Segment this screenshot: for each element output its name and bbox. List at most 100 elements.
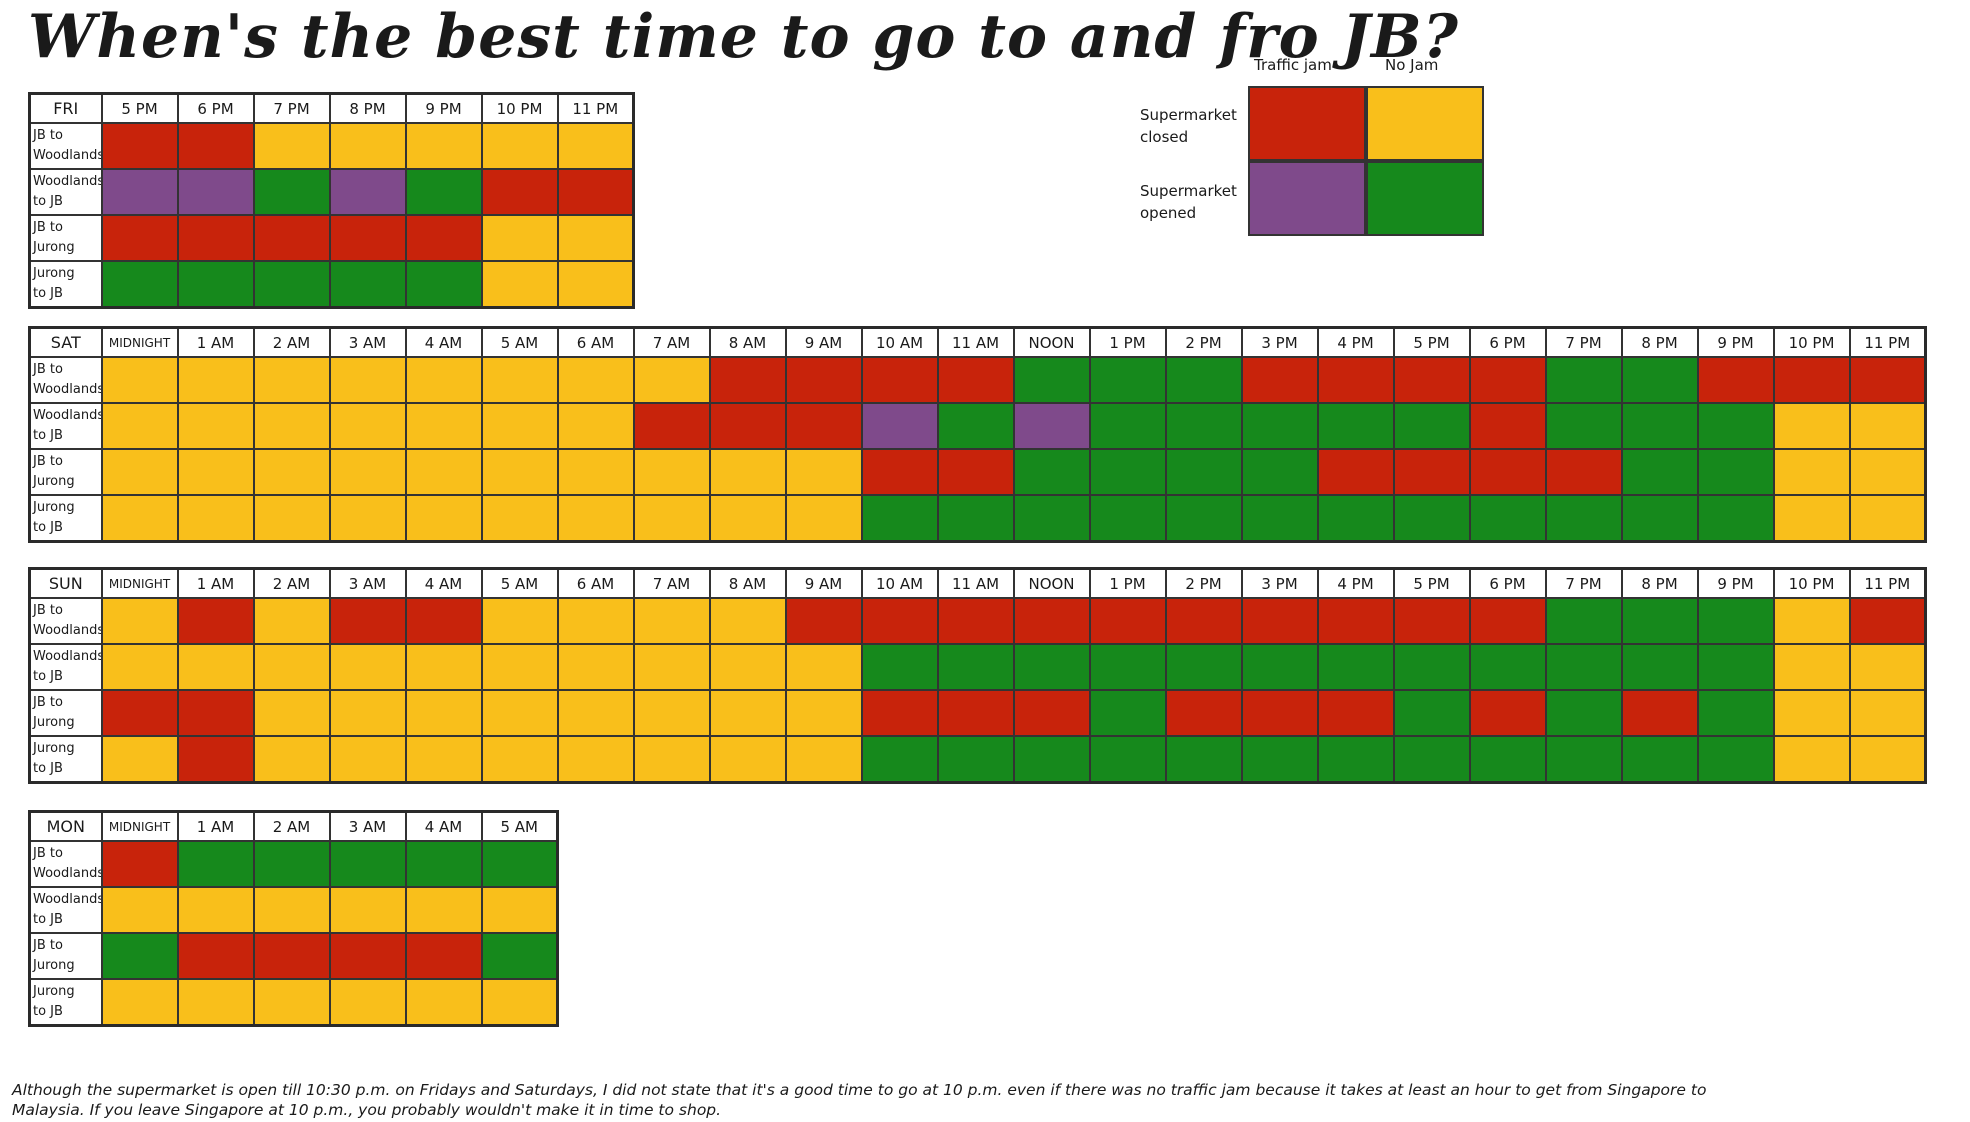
route-label: Jurong to JB — [28, 260, 103, 309]
heat-cell-sun-11-pm — [1848, 643, 1927, 691]
heat-cell-sat-3-am — [328, 494, 407, 543]
heat-cell-sat-7-am — [632, 494, 711, 543]
heat-cell-sun-9-am — [784, 735, 863, 784]
heat-cell-sun-midnight — [100, 689, 179, 737]
hour-label-11-pm: 11 PM — [1848, 567, 1927, 599]
route-label: JB to Jurong — [28, 448, 103, 496]
heat-cell-fri-10-pm — [480, 214, 559, 262]
hour-label-3-am: 3 AM — [328, 810, 407, 842]
heat-cell-mon-1-am — [176, 978, 255, 1027]
heat-cell-mon-4-am — [404, 932, 483, 980]
grid-fri: FRI 5 PM 6 PM 7 PM 8 PM 9 PM 10 PM 11 PM JB to W… — [28, 92, 635, 309]
heat-cell-sat-midnight — [100, 448, 179, 496]
hour-label-6-pm: 6 PM — [1468, 567, 1547, 599]
route-row: JB to Jurong — [28, 214, 635, 262]
heat-cell-sun-10-am — [860, 689, 939, 737]
heat-cell-sat-3-pm — [1240, 494, 1319, 543]
route-row: Jurong to JB — [28, 978, 559, 1027]
heat-cell-sat-2-am — [252, 494, 331, 543]
heat-cell-sun-midnight — [100, 597, 179, 645]
heat-cell-sat-1-pm — [1088, 494, 1167, 543]
hour-label-1-am: 1 AM — [176, 810, 255, 842]
heat-cell-sat-6-am — [556, 448, 635, 496]
hour-label-1-am: 1 AM — [176, 326, 255, 358]
heat-cell-sat-5-am — [480, 356, 559, 404]
legend-row-head-opened: Supermarket opened — [1140, 182, 1237, 222]
heat-cell-sun-midnight — [100, 643, 179, 691]
heat-cell-sun-1-am — [176, 643, 255, 691]
heat-cell-sat-6-am — [556, 402, 635, 450]
heat-cell-sun-8-am — [708, 597, 787, 645]
heat-cell-sun-9-pm — [1696, 689, 1775, 737]
legend-swatch-opened-jam — [1248, 161, 1366, 236]
heat-cell-sun-9-am — [784, 689, 863, 737]
heat-cell-mon-midnight — [100, 978, 179, 1027]
heat-cell-sat-9-am — [784, 402, 863, 450]
heat-cell-sun-1-am — [176, 689, 255, 737]
hour-label-7-pm: 7 PM — [1544, 567, 1623, 599]
route-label: Woodlands to JB — [28, 886, 103, 934]
route-label: Jurong to JB — [28, 735, 103, 784]
heat-cell-sun-2-pm — [1164, 597, 1243, 645]
heat-cell-sat-7-pm — [1544, 356, 1623, 404]
route-label: JB to Woodlands — [28, 356, 103, 404]
heat-cell-mon-2-am — [252, 886, 331, 934]
heat-cell-mon-5-am — [480, 932, 559, 980]
hour-label-3-am: 3 AM — [328, 326, 407, 358]
route-label: Woodlands to JB — [28, 168, 103, 216]
heat-cell-sat-4-pm — [1316, 448, 1395, 496]
hour-label-4-pm: 4 PM — [1316, 326, 1395, 358]
heat-cell-sun-6-pm — [1468, 597, 1547, 645]
hour-label-10-pm: 10 PM — [480, 92, 559, 124]
route-row: Woodlands to JB — [28, 886, 559, 934]
heat-cell-sun-3-am — [328, 735, 407, 784]
heat-cell-sat-8-am — [708, 448, 787, 496]
heat-cell-sat-8-am — [708, 356, 787, 404]
heat-cell-sun-9-am — [784, 643, 863, 691]
heat-cell-sun-2-am — [252, 735, 331, 784]
route-label: Woodlands to JB — [28, 402, 103, 450]
heat-cell-sat-5-am — [480, 494, 559, 543]
heat-cell-sat-10-pm — [1772, 494, 1851, 543]
heat-cell-sat-10-am — [860, 356, 939, 404]
heat-cell-fri-11-pm — [556, 214, 635, 262]
heat-cell-sun-1-pm — [1088, 643, 1167, 691]
hour-label-7-am: 7 AM — [632, 326, 711, 358]
heat-cell-fri-11-pm — [556, 122, 635, 170]
heat-cell-sat-1-pm — [1088, 448, 1167, 496]
heat-cell-sun-10-am — [860, 597, 939, 645]
heat-cell-sat-2-pm — [1164, 494, 1243, 543]
heat-cell-sat-6-pm — [1468, 356, 1547, 404]
heat-cell-sat-noon — [1012, 356, 1091, 404]
route-label: JB to Jurong — [28, 932, 103, 980]
heat-cell-sun-3-pm — [1240, 597, 1319, 645]
legend-swatch-closed-jam — [1248, 86, 1366, 161]
heat-cell-sat-9-am — [784, 356, 863, 404]
hour-label-2-am: 2 AM — [252, 326, 331, 358]
heat-cell-sun-8-pm — [1620, 597, 1699, 645]
heat-cell-sun-1-am — [176, 597, 255, 645]
route-row: JB to Woodlands — [28, 597, 1927, 645]
heat-cell-sat-11-am — [936, 356, 1015, 404]
heat-cell-sat-6-pm — [1468, 402, 1547, 450]
heat-cell-sun-7-am — [632, 735, 711, 784]
heat-cell-sat-2-am — [252, 356, 331, 404]
heat-cell-sun-6-pm — [1468, 689, 1547, 737]
heat-cell-mon-3-am — [328, 932, 407, 980]
heat-cell-fri-7-pm — [252, 122, 331, 170]
heat-cell-sat-8-am — [708, 494, 787, 543]
heat-cell-mon-4-am — [404, 978, 483, 1027]
heat-cell-sat-8-pm — [1620, 356, 1699, 404]
heat-cell-sat-9-pm — [1696, 356, 1775, 404]
heat-cell-fri-9-pm — [404, 168, 483, 216]
heat-cell-sun-4-pm — [1316, 643, 1395, 691]
heat-cell-sat-7-am — [632, 356, 711, 404]
heat-cell-sun-11-am — [936, 735, 1015, 784]
heat-cell-sat-midnight — [100, 402, 179, 450]
heat-cell-sun-9-am — [784, 597, 863, 645]
heat-cell-sat-8-pm — [1620, 402, 1699, 450]
hour-label-5-am: 5 AM — [480, 567, 559, 599]
day-label: SAT — [28, 326, 103, 358]
heat-cell-sat-8-am — [708, 402, 787, 450]
route-label: Jurong to JB — [28, 978, 103, 1027]
